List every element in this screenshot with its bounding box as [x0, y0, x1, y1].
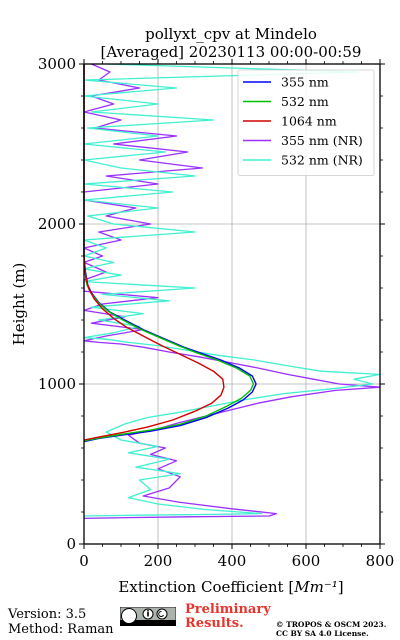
preliminary-line-2: Results.: [185, 616, 244, 631]
x-tick-label: 0: [79, 552, 89, 570]
axis-tick-labels: 0 200 400 600 800 0 1000 2000 3000: [38, 55, 395, 570]
copyright-line-1: © TROPOS & OSCM 2023.: [276, 620, 387, 629]
x-tick-label: 800: [366, 552, 395, 570]
cc-by-sa-logo: [120, 607, 176, 626]
y-tick-label: 0: [66, 535, 76, 553]
legend-box: [237, 69, 375, 176]
x-tick-label: 600: [292, 552, 321, 570]
y-tick-label: 1000: [38, 375, 76, 393]
x-axis-label: Extinction Coefficient [Mm⁻¹]: [118, 578, 343, 596]
y-tick-label: 3000: [38, 55, 76, 73]
preliminary-results-note: Preliminary Results.: [185, 603, 271, 631]
legend-entry-label: 532 nm (NR): [281, 153, 363, 168]
legend-entry-label: 355 nm (NR): [281, 133, 363, 148]
copyright-note: © TROPOS & OSCM 2023. CC BY SA 4.0 Licen…: [276, 620, 386, 638]
chart-subtitle: [Averaged] 20230113 00:00-00:59: [101, 43, 362, 61]
data-series: [83, 63, 381, 520]
y-tick-label: 2000: [38, 215, 76, 233]
series-line-355-nm: [83, 64, 257, 443]
legend-entry-label: 532 nm: [281, 94, 329, 109]
series-line-1064-nm: [83, 64, 225, 441]
legend-entry-label: 355 nm: [281, 75, 329, 90]
method-text: Method: Raman: [8, 622, 114, 637]
x-tick-label: 200: [144, 552, 173, 570]
preliminary-line-1: Preliminary: [185, 602, 271, 617]
x-tick-label: 400: [218, 552, 247, 570]
axis-ticks: [79, 59, 385, 549]
extinction-profile-chart: pollyxt_cpv at Mindelo [Averaged] 202301…: [10, 25, 395, 596]
y-axis-label: Height (m): [10, 263, 28, 346]
version-text: Version: 3.5: [8, 607, 87, 622]
chart-title: pollyxt_cpv at Mindelo: [145, 25, 317, 43]
legend-entry-label: 1064 nm: [281, 114, 337, 129]
copyright-line-2: CC BY SA 4.0 License.: [276, 629, 369, 638]
chart-legend: 355 nm 532 nm 1064 nm 355 nm (NR) 532 nm (NR…: [237, 69, 375, 176]
series-line-532-nm-nr: [83, 63, 381, 517]
series-line-355-nm-nr: [83, 63, 381, 520]
